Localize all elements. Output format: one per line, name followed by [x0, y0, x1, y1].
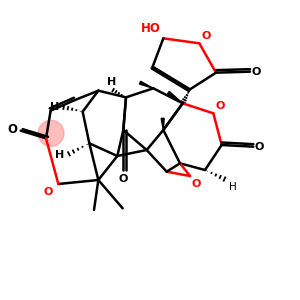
Polygon shape: [161, 118, 164, 130]
Polygon shape: [167, 92, 183, 103]
Text: O: O: [215, 101, 225, 111]
Text: H: H: [229, 182, 236, 192]
Text: O: O: [251, 67, 260, 77]
Polygon shape: [140, 81, 153, 88]
Text: H: H: [107, 77, 116, 87]
Text: O: O: [192, 179, 201, 189]
Text: O: O: [44, 187, 53, 197]
Circle shape: [38, 120, 64, 146]
Text: O: O: [201, 31, 211, 41]
Text: HO: HO: [140, 22, 160, 35]
Text: O: O: [254, 142, 264, 152]
Text: H: H: [56, 150, 65, 160]
Text: O: O: [118, 174, 128, 184]
Text: O: O: [8, 123, 18, 136]
Text: H: H: [50, 102, 60, 112]
